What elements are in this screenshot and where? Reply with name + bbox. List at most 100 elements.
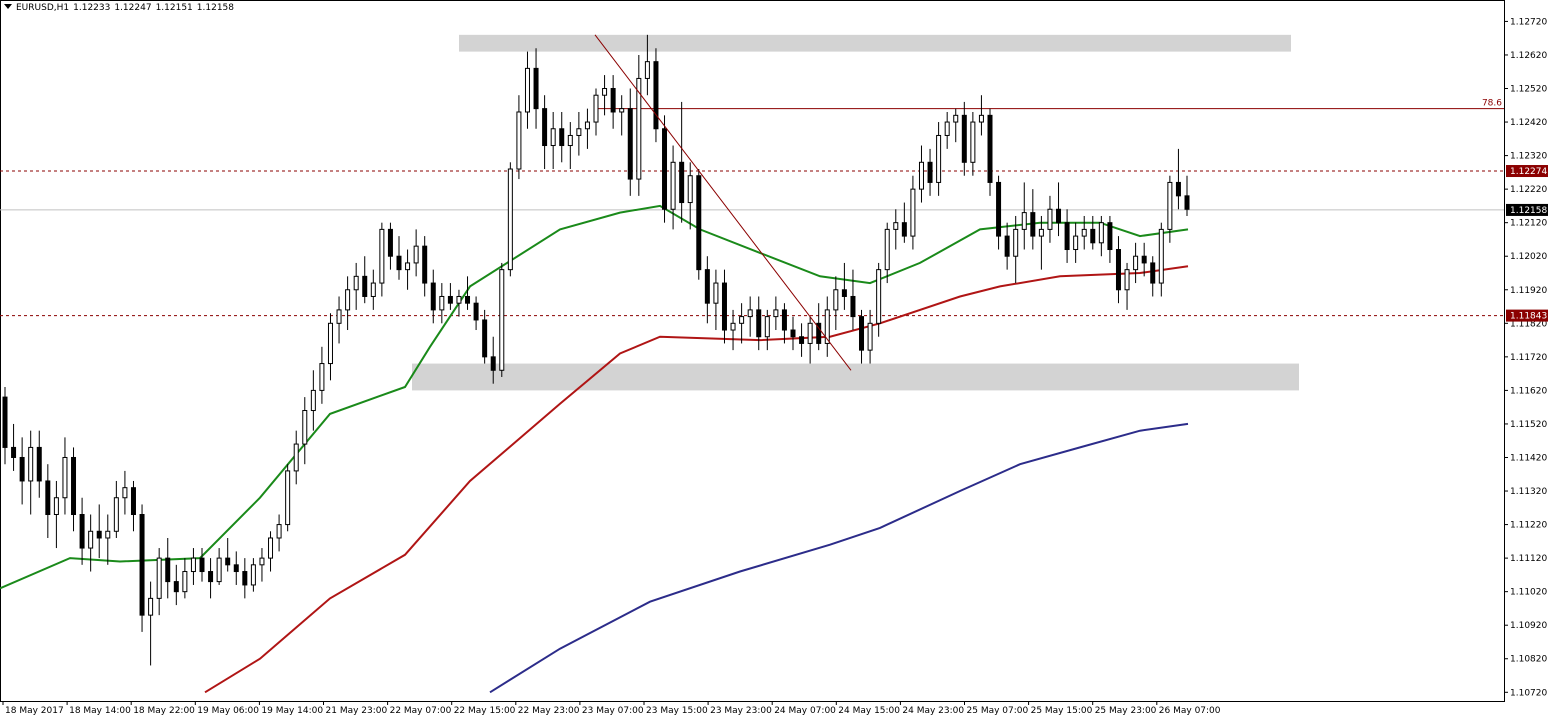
candle-body[interactable] <box>36 446 42 482</box>
candle-body[interactable] <box>824 309 830 344</box>
candle-body[interactable] <box>293 443 299 472</box>
candle-body[interactable] <box>71 456 77 516</box>
candle-body[interactable] <box>859 316 865 351</box>
candle-body[interactable] <box>542 108 548 147</box>
candle-body[interactable] <box>1073 235 1079 251</box>
candle-body[interactable] <box>465 295 471 304</box>
candle-body[interactable] <box>233 564 239 573</box>
candle-body[interactable] <box>208 571 214 583</box>
candle-body[interactable] <box>327 322 333 365</box>
candle-body[interactable] <box>807 322 813 344</box>
candle-body[interactable] <box>1107 222 1113 251</box>
candle-body[interactable] <box>225 557 231 566</box>
candle-body[interactable] <box>45 480 51 516</box>
candle-body[interactable] <box>936 134 942 183</box>
candle-body[interactable] <box>533 67 539 110</box>
candle-body[interactable] <box>833 289 839 311</box>
candle-body[interactable] <box>876 269 882 324</box>
candle-body[interactable] <box>970 121 976 163</box>
candle-body[interactable] <box>1098 222 1104 244</box>
dropdown-triangle-icon[interactable] <box>4 4 12 9</box>
candle-body[interactable] <box>156 557 162 599</box>
candle-body[interactable] <box>130 487 136 516</box>
candle-body[interactable] <box>696 175 702 271</box>
candle-body[interactable] <box>456 295 462 304</box>
candle-body[interactable] <box>413 245 419 264</box>
candle-body[interactable] <box>764 316 770 338</box>
candle-body[interactable] <box>319 363 325 391</box>
candle-body[interactable] <box>1090 228 1096 244</box>
candle-body[interactable] <box>584 121 590 130</box>
candle-body[interactable] <box>165 557 171 583</box>
candle-body[interactable] <box>721 282 727 331</box>
candle-body[interactable] <box>439 295 445 311</box>
candle-body[interactable] <box>781 309 787 331</box>
candle-body[interactable] <box>285 470 291 526</box>
candle-body[interactable] <box>1150 262 1156 284</box>
candle-body[interactable] <box>662 128 668 210</box>
candle-body[interactable] <box>1158 228 1164 284</box>
candle-body[interactable] <box>901 222 907 237</box>
candle-body[interactable] <box>28 446 34 482</box>
candle-body[interactable] <box>1184 195 1190 210</box>
candle-body[interactable] <box>559 128 565 147</box>
candle-body[interactable] <box>422 245 428 284</box>
candle-body[interactable] <box>576 128 582 136</box>
candle-body[interactable] <box>619 108 625 113</box>
candle-body[interactable] <box>139 514 145 616</box>
candle-body[interactable] <box>259 557 265 566</box>
demand-zone[interactable] <box>412 363 1299 391</box>
candle-body[interactable] <box>1064 222 1070 251</box>
candle-body[interactable] <box>996 181 1002 237</box>
candle-body[interactable] <box>987 114 993 183</box>
candle-body[interactable] <box>961 114 967 163</box>
candle-body[interactable] <box>790 329 796 338</box>
candle-body[interactable] <box>867 322 873 351</box>
candle-body[interactable] <box>799 336 805 344</box>
candle-body[interactable] <box>730 322 736 331</box>
candle-body[interactable] <box>190 557 196 573</box>
candle-body[interactable] <box>713 282 719 304</box>
candle-body[interactable] <box>499 269 505 371</box>
candle-body[interactable] <box>105 530 111 539</box>
candle-body[interactable] <box>704 269 710 304</box>
candle-body[interactable] <box>96 530 102 539</box>
candle-body[interactable] <box>602 88 608 96</box>
candle-body[interactable] <box>670 161 676 210</box>
candle-body[interactable] <box>679 161 685 204</box>
candle-body[interactable] <box>747 309 753 318</box>
candle-body[interactable] <box>242 571 248 586</box>
candle-body[interactable] <box>550 128 556 147</box>
candle-body[interactable] <box>1038 228 1044 237</box>
candle-body[interactable] <box>687 175 693 204</box>
candle-body[interactable] <box>353 275 359 291</box>
candle-body[interactable] <box>1021 212 1027 230</box>
candle-body[interactable] <box>1004 235 1010 257</box>
candle-body[interactable] <box>593 94 599 123</box>
candle-body[interactable] <box>1167 181 1173 230</box>
candle-body[interactable] <box>473 302 479 321</box>
supply-zone[interactable] <box>459 34 1291 52</box>
candle-body[interactable] <box>362 275 368 297</box>
candle-body[interactable] <box>850 295 856 318</box>
candle-body[interactable] <box>396 255 402 271</box>
candle-body[interactable] <box>53 497 59 516</box>
candle-body[interactable] <box>482 319 488 358</box>
candle-body[interactable] <box>524 67 530 113</box>
candle-body[interactable] <box>610 88 616 113</box>
candle-body[interactable] <box>1124 269 1130 291</box>
candle-body[interactable] <box>113 497 119 532</box>
candle-body[interactable] <box>1115 249 1121 291</box>
candle-body[interactable] <box>62 456 68 499</box>
candle-body[interactable] <box>739 316 745 324</box>
candle-body[interactable] <box>653 61 659 130</box>
candle-body[interactable] <box>1141 255 1147 264</box>
candle-body[interactable] <box>216 557 222 583</box>
trendline[interactable] <box>594 34 852 371</box>
candle-body[interactable] <box>944 121 950 136</box>
candle-body[interactable] <box>250 564 256 586</box>
candle-body[interactable] <box>773 309 779 318</box>
candle-body[interactable] <box>182 571 188 593</box>
